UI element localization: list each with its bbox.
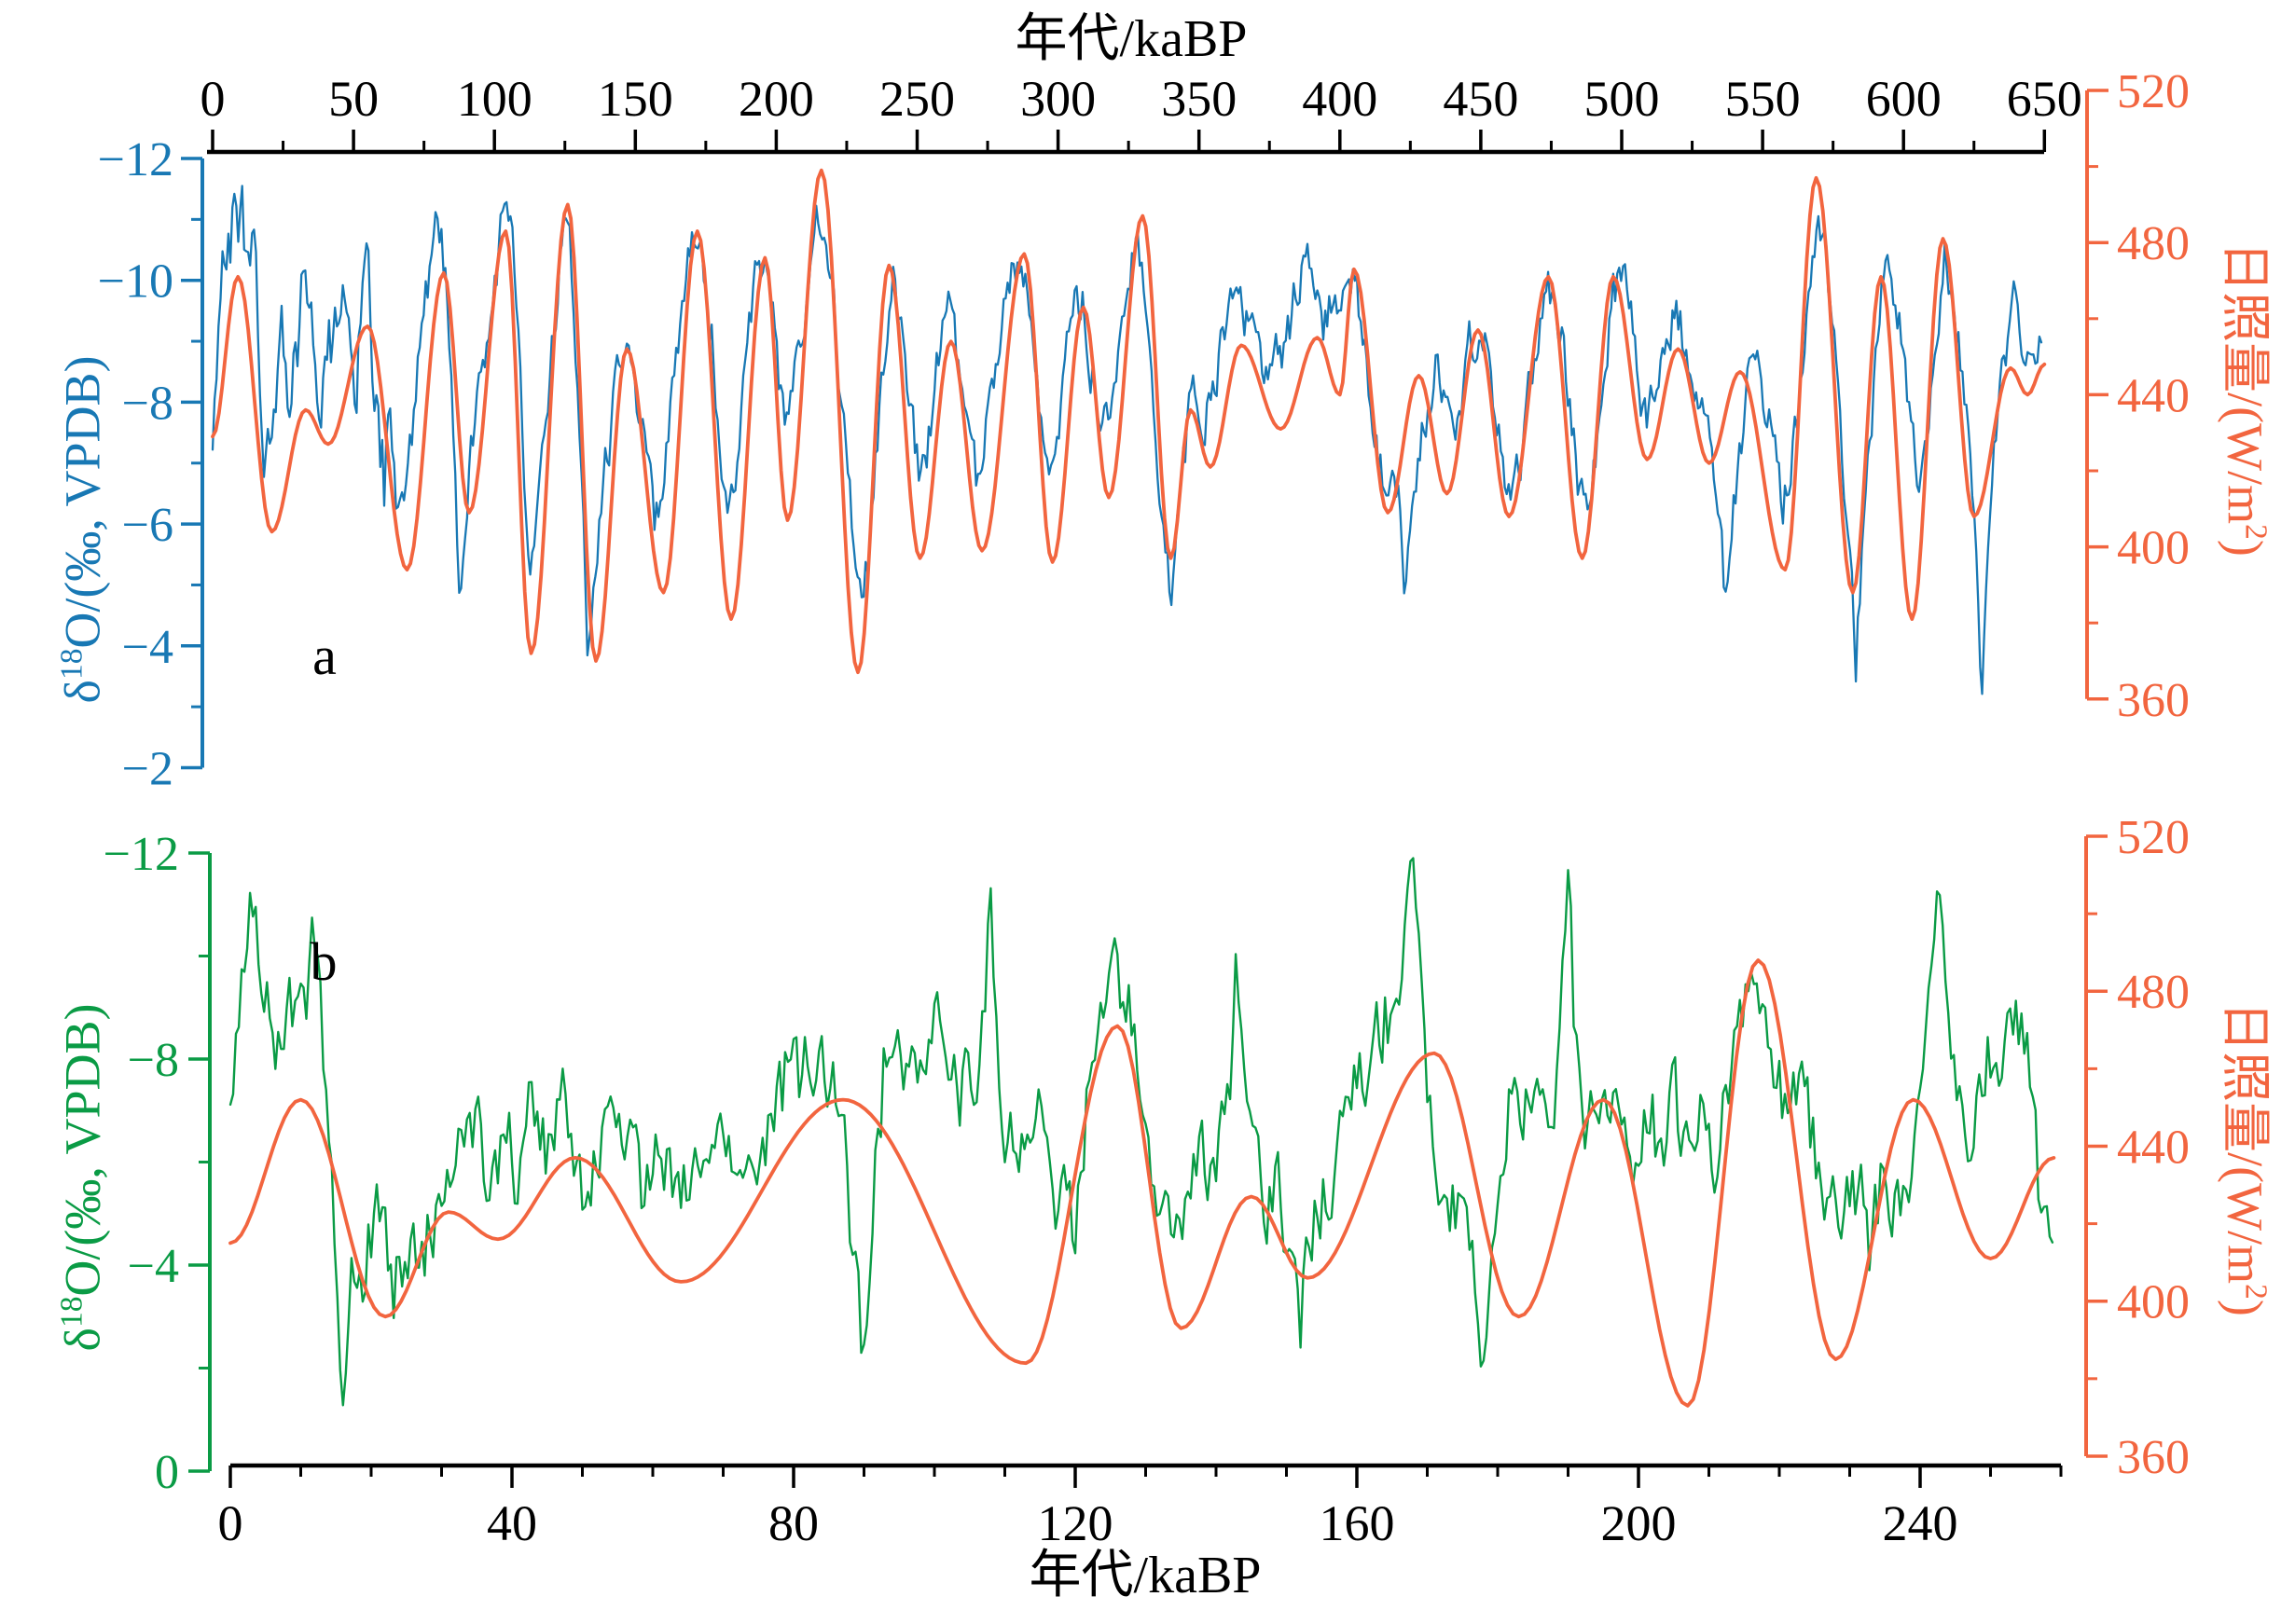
y-right-tick-label-b: 440 <box>2117 1121 2190 1174</box>
y-right-tick-label-a: 400 <box>2117 522 2190 575</box>
square-superscript: 2 <box>2238 524 2274 540</box>
y-left-tick-label-a: −2 <box>122 743 173 796</box>
x-tick-label-b: 40 <box>487 1495 537 1551</box>
y-left-tick-label-b: −12 <box>104 828 179 881</box>
y-right-tick-label-b: 400 <box>2117 1276 2190 1329</box>
x-tick-label-a: 250 <box>879 71 955 127</box>
x-tick-label-a: 550 <box>1725 71 1801 127</box>
x-tick-label-a: 400 <box>1302 71 1377 127</box>
delta-symbol: δ <box>54 680 111 704</box>
bottom-axis-title: 年代/kaBP <box>1029 1547 1262 1604</box>
x-tick-label-a: 150 <box>598 71 673 127</box>
panel-b-insolation-series <box>228 958 2056 1408</box>
y-right-tick-label-b: 480 <box>2117 966 2190 1019</box>
x-tick-label-a: 100 <box>457 71 532 127</box>
x-tick-label-b: 80 <box>768 1495 819 1551</box>
x-tick-label-a: 650 <box>2007 71 2082 127</box>
axis-unit-text: O/(‰, VPDB) <box>54 355 111 649</box>
x-tick-label-a: 450 <box>1443 71 1518 127</box>
panel-a-d18o-series <box>211 185 2043 695</box>
x-tick-label-a: 200 <box>739 71 814 127</box>
panel-a-label: a <box>312 626 337 686</box>
y-left-tick-label-a: −8 <box>122 377 173 430</box>
axis-unit-close: ) <box>2217 1299 2274 1316</box>
panel-a-right-axis-title: 日照量/(W/m2) <box>2217 241 2274 557</box>
x-tick-label-a: 600 <box>1866 71 1942 127</box>
y-left-tick-label-a: −6 <box>122 499 173 552</box>
y-left-tick-label-a: −12 <box>98 133 173 186</box>
y-left-tick-label-a: −4 <box>122 621 173 674</box>
panel-b-right-axis-title: 日照量/(W/m2) <box>2217 1001 2274 1316</box>
x-tick-label-b: 200 <box>1601 1495 1677 1551</box>
axis-unit-text: O/(‰, VPDB) <box>54 1003 111 1297</box>
top-axis-title: 年代/kaBP <box>1015 10 1248 68</box>
y-left-tick-label-b: −8 <box>128 1034 179 1087</box>
axis-unit-close: ) <box>2217 539 2274 557</box>
y-right-tick-label-a: 480 <box>2117 217 2190 270</box>
x-tick-label-b: 120 <box>1038 1495 1113 1551</box>
panel-a-insolation-series <box>211 168 2047 675</box>
x-tick-label-a: 50 <box>328 71 379 127</box>
x-tick-label-a: 350 <box>1161 71 1237 127</box>
panel-a-left-axis-title: δ18O/(‰, VPDB) <box>54 355 111 704</box>
y-left-tick-label-a: −10 <box>98 255 173 309</box>
insolation-label-text: 日照量/(W/m <box>2217 241 2274 525</box>
insolation-label-text: 日照量/(W/m <box>2217 1001 2274 1285</box>
y-right-tick-label-a: 440 <box>2117 369 2190 422</box>
square-superscript: 2 <box>2238 1284 2274 1300</box>
y-left-tick-label-b: 0 <box>155 1446 179 1499</box>
delta-symbol: δ <box>54 1328 111 1352</box>
y-right-tick-label-a: 360 <box>2117 674 2190 727</box>
panel-b-label: b <box>310 931 338 992</box>
x-tick-label-b: 0 <box>218 1495 243 1551</box>
x-tick-label-a: 0 <box>200 71 226 127</box>
panel-b-left-axis-title: δ18O/(‰, VPDB) <box>54 1003 111 1352</box>
x-tick-label-b: 160 <box>1320 1495 1395 1551</box>
y-left-tick-label-b: −4 <box>128 1240 179 1293</box>
x-tick-label-a: 300 <box>1020 71 1096 127</box>
x-tick-label-b: 240 <box>1883 1495 1958 1551</box>
isotope-superscript: 18 <box>54 1296 90 1328</box>
x-tick-label-a: 500 <box>1584 71 1660 127</box>
y-right-tick-label-b: 520 <box>2117 811 2190 864</box>
panel-b-d18o-series <box>228 857 2054 1407</box>
isotope-superscript: 18 <box>54 648 90 681</box>
y-right-tick-label-a: 520 <box>2117 65 2190 118</box>
y-right-tick-label-b: 360 <box>2117 1431 2190 1484</box>
